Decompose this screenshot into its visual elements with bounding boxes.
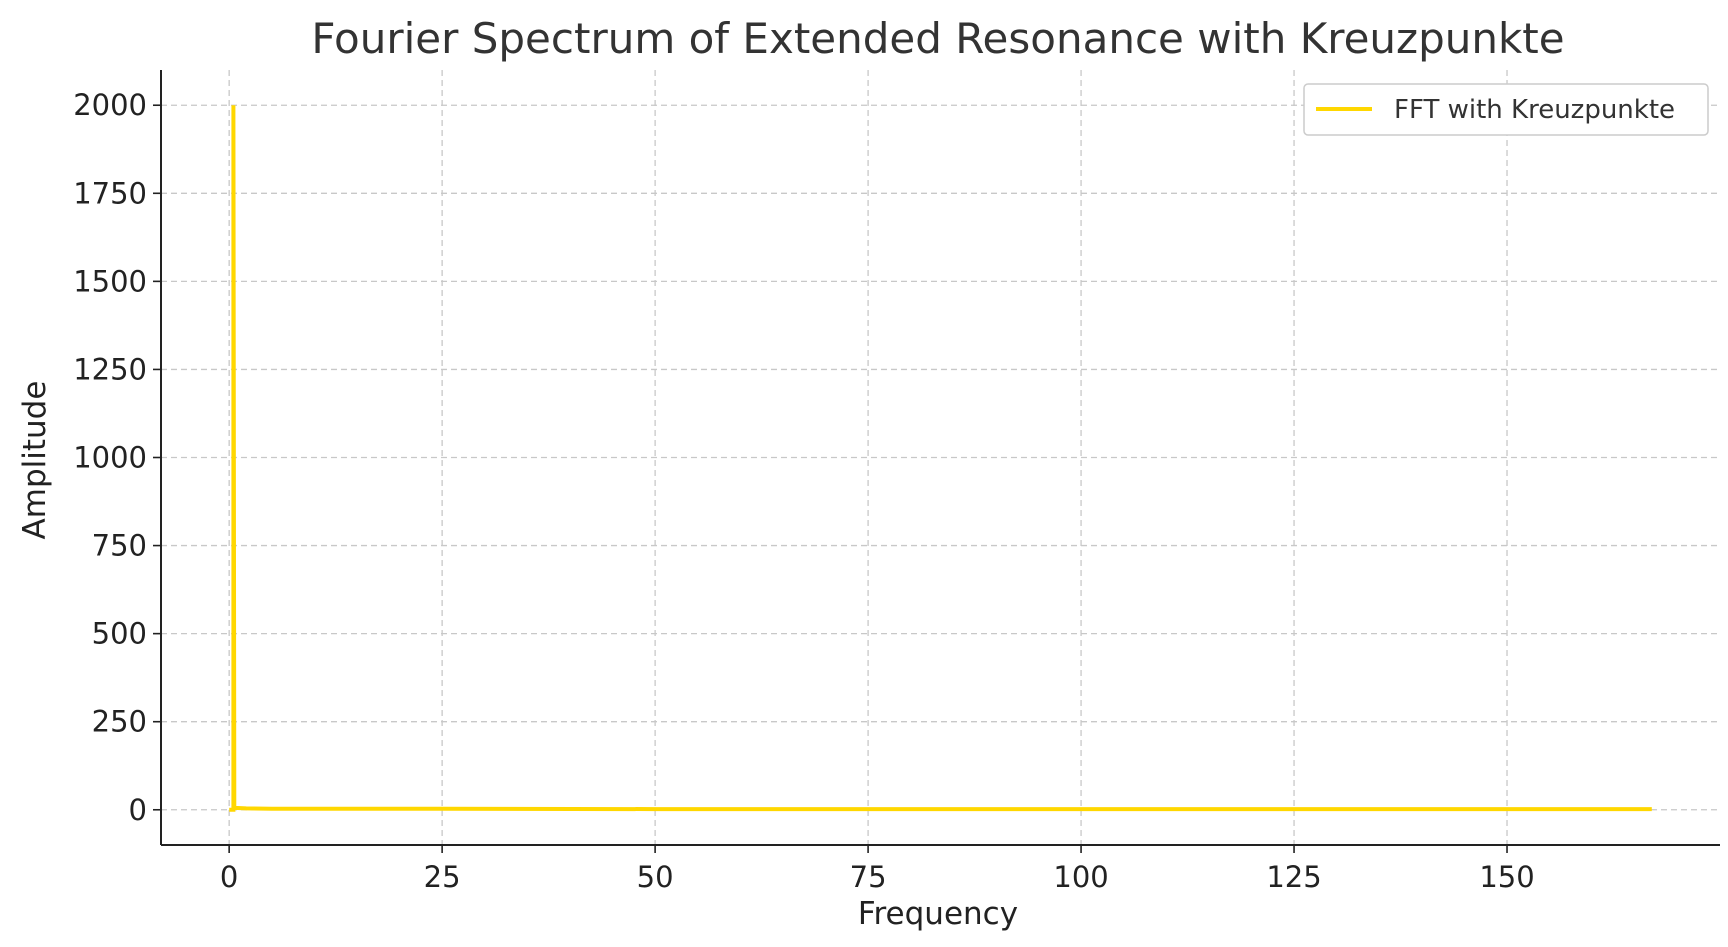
y-tick-label: 750 — [92, 529, 147, 563]
y-tick-label: 1750 — [73, 176, 147, 210]
grid-lines — [161, 70, 1720, 845]
chart-title: Fourier Spectrum of Extended Resonance w… — [311, 14, 1564, 63]
x-axis-label: Frequency — [858, 896, 1018, 932]
y-axis-label: Amplitude — [17, 381, 53, 540]
series-layer — [229, 105, 1652, 812]
x-tick-label: 0 — [220, 860, 238, 894]
x-tick-label: 100 — [1053, 860, 1108, 894]
y-tick-label: 2000 — [73, 88, 147, 122]
y-tick-label: 1000 — [73, 441, 147, 475]
x-tick-label: 25 — [424, 860, 461, 894]
legend-label: FFT with Kreuzpunkte — [1394, 95, 1675, 125]
y-tick-label: 250 — [92, 705, 147, 739]
y-tick-label: 1500 — [73, 264, 147, 298]
y-tick-label: 500 — [92, 617, 147, 651]
tick-labels: 0 25 50 75 100 125 150025050075010001250150017… — [73, 88, 1535, 894]
x-tick-label: 75 — [850, 860, 887, 894]
legend-box — [1303, 83, 1709, 136]
x-tick-label: 50 — [637, 860, 674, 894]
y-tick-label: 0 — [129, 793, 147, 827]
y-tick-label: 1250 — [73, 352, 147, 386]
legend: FFT with Kreuzpunkte — [1303, 83, 1709, 136]
series-line — [229, 105, 1652, 812]
x-tick-label: 125 — [1266, 860, 1321, 894]
x-tick-label: 150 — [1479, 860, 1534, 894]
